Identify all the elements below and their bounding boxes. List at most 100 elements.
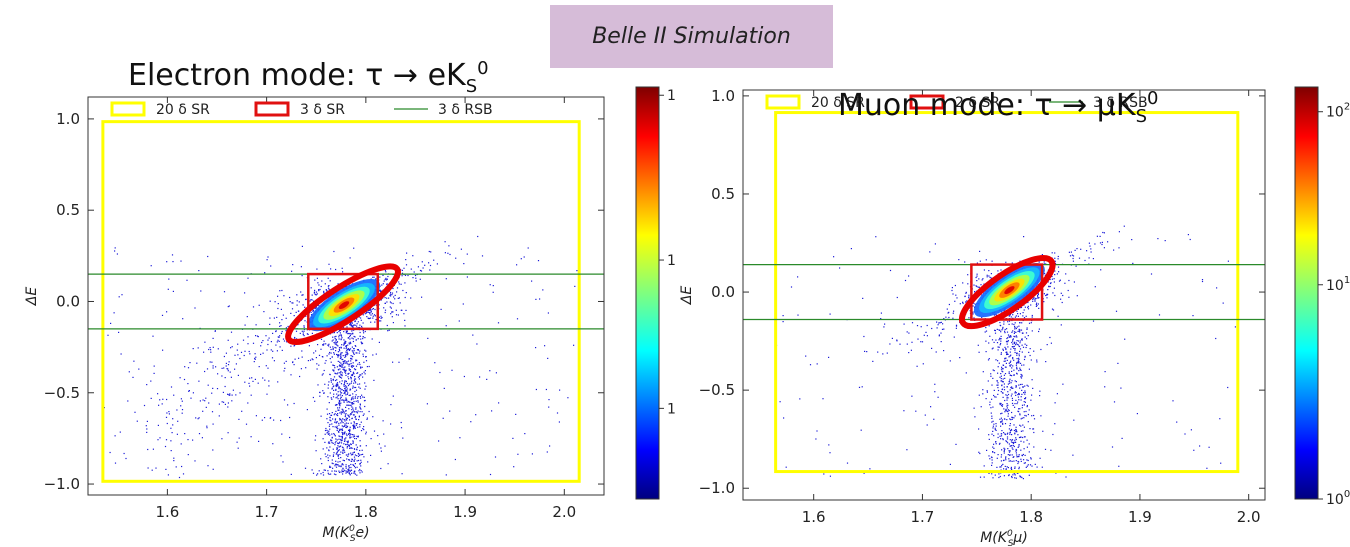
scatter-point <box>345 385 347 387</box>
scatter-point <box>364 405 366 408</box>
scatter-point <box>920 326 922 328</box>
scatter-point <box>341 411 343 413</box>
scatter-point <box>1023 459 1025 461</box>
scatter-point <box>1016 363 1018 365</box>
scatter-point <box>239 357 241 360</box>
scatter-point <box>354 454 356 456</box>
scatter-point <box>342 399 344 401</box>
scatter-point <box>1012 365 1014 367</box>
scatter-point <box>994 452 996 454</box>
scatter-point <box>1094 286 1096 288</box>
scatter-point <box>535 298 537 300</box>
scatter-point <box>1015 399 1017 401</box>
scatter-point <box>342 459 344 461</box>
x-tick-label: 1.6 <box>155 503 179 521</box>
scatter-point <box>336 385 338 387</box>
scatter-point <box>369 312 371 314</box>
scatter-point <box>1025 397 1027 399</box>
scatter-point <box>985 340 987 342</box>
scatter-point <box>306 333 308 335</box>
scatter-point <box>349 419 351 421</box>
scatter-point <box>952 317 954 319</box>
scatter-point <box>964 261 966 263</box>
scatter-point <box>976 273 978 275</box>
scatter-point <box>1000 460 1002 462</box>
scatter-point <box>338 402 340 405</box>
scatter-point <box>492 285 494 287</box>
scatter-point <box>414 274 417 277</box>
scatter-point <box>965 372 967 374</box>
scatter-point <box>1001 433 1003 435</box>
scatter-point <box>336 414 338 416</box>
scatter-point <box>1013 345 1015 347</box>
scatter-point <box>401 275 403 277</box>
scatter-point <box>382 283 384 285</box>
scatter-point <box>341 358 343 361</box>
scatter-point <box>204 370 206 373</box>
scatter-point <box>283 340 286 342</box>
scatter-point <box>1017 361 1019 363</box>
scatter-point <box>1024 414 1026 417</box>
scatter-point <box>378 316 380 318</box>
scatter-point <box>1037 303 1039 305</box>
scatter-point <box>151 469 153 471</box>
scatter-point <box>360 317 362 319</box>
scatter-point <box>998 473 1000 475</box>
scatter-point <box>1010 364 1012 366</box>
scatter-point <box>371 313 373 315</box>
scatter-point <box>312 396 314 399</box>
scatter-point <box>335 339 337 341</box>
scatter-point <box>338 409 340 411</box>
scatter-point <box>312 359 314 361</box>
y-tick-label: 1.0 <box>56 110 80 128</box>
scatter-point <box>340 388 342 390</box>
scatter-point <box>239 392 241 394</box>
scatter-point <box>204 400 206 402</box>
scatter-point <box>908 275 910 277</box>
scatter-point <box>828 444 830 446</box>
scatter-point <box>340 411 342 413</box>
scatter-point <box>334 341 336 343</box>
scatter-point <box>335 350 337 352</box>
scatter-point <box>271 357 274 359</box>
scatter-point <box>355 424 357 426</box>
scatter-point <box>375 319 377 321</box>
scatter-point <box>322 474 325 476</box>
scatter-point <box>310 299 312 301</box>
scatter-point <box>1007 340 1009 342</box>
scatter-point <box>1038 307 1040 309</box>
scatter-point <box>336 451 338 453</box>
scatter-point <box>337 461 339 463</box>
scatter-point <box>1030 304 1032 306</box>
scatter-point <box>350 357 352 359</box>
scatter-point <box>1021 339 1023 341</box>
scatter-point <box>350 355 352 357</box>
scatter-point <box>221 375 223 377</box>
scatter-point <box>917 338 919 340</box>
scatter-point <box>352 371 355 373</box>
scatter-point <box>1073 419 1075 421</box>
scatter-point <box>1008 460 1010 462</box>
scatter-point <box>325 360 327 362</box>
scatter-point <box>952 293 954 295</box>
scatter-point <box>339 381 341 383</box>
x-tick-label: 1.7 <box>255 503 279 521</box>
scatter-point <box>558 421 560 423</box>
scatter-point <box>324 383 326 385</box>
scatter-point <box>1021 351 1023 353</box>
scatter-point <box>316 474 318 476</box>
scatter-point <box>336 341 339 343</box>
scatter-point <box>387 275 389 278</box>
scatter-point <box>322 356 324 358</box>
scatter-point <box>1206 467 1208 469</box>
scatter-point <box>336 383 338 385</box>
scatter-point <box>348 332 350 335</box>
scatter-point <box>345 426 347 428</box>
scatter-point <box>342 355 344 357</box>
scatter-point <box>390 292 392 294</box>
scatter-point <box>341 439 343 441</box>
scatter-point <box>390 313 392 315</box>
scatter-point <box>337 464 339 466</box>
scatter-point <box>1002 396 1004 398</box>
p1-plot: 1.6 1.7 1.8 1.9 2.0−1.0−0.50.00.51.0M(K0 Sμ)Δ… <box>679 86 1350 547</box>
